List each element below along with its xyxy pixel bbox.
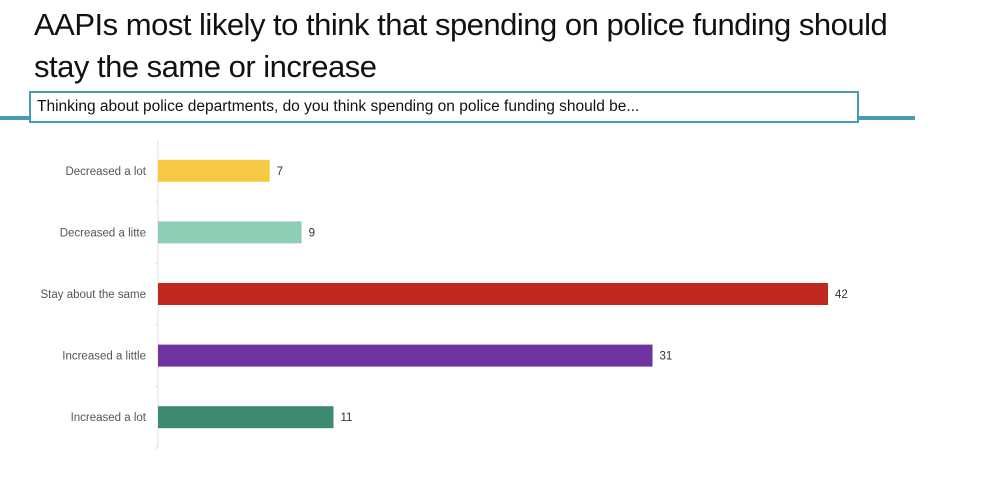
bar [158, 406, 334, 429]
page-title: AAPIs most likely to think that spending… [34, 7, 888, 84]
data-label: 31 [660, 351, 673, 363]
category-label: Decreased a litte [60, 227, 146, 239]
data-label: 7 [277, 166, 283, 178]
data-label: 42 [835, 289, 848, 301]
bar [158, 344, 653, 367]
data-label: 9 [309, 227, 315, 239]
category-label: Decreased a lot [65, 166, 146, 178]
bar [158, 221, 302, 244]
category-label: Increased a lot [71, 412, 147, 424]
data-label: 11 [340, 412, 352, 424]
bar [158, 283, 828, 305]
category-label: Increased a little [62, 351, 146, 363]
bar [158, 159, 270, 182]
category-label: Stay about the same [41, 289, 146, 301]
question-box: Thinking about police departments, do yo… [29, 91, 859, 123]
